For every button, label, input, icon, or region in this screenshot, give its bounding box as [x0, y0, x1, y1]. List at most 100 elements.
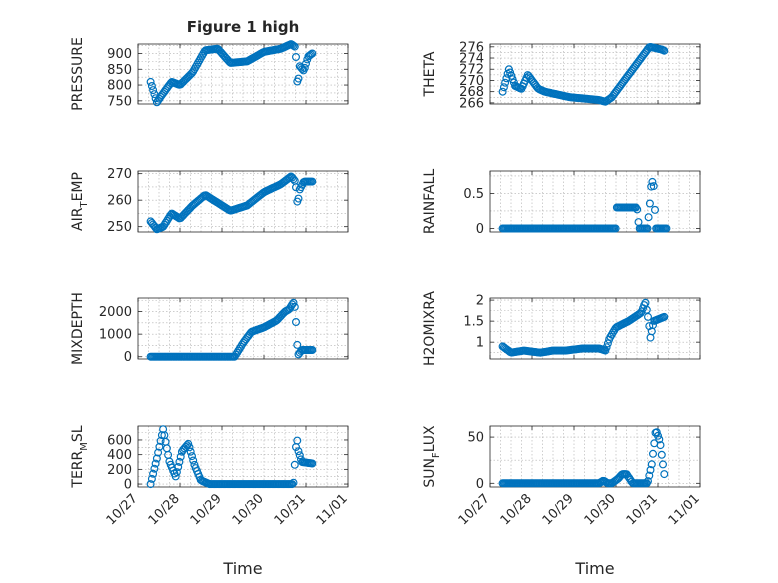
data-point: [498, 87, 507, 96]
subplot-air_temp: 250 260 270 AIRTEMP: [70, 167, 349, 235]
y-axis-label: SUNFLUX: [422, 425, 442, 488]
data-point: [501, 78, 510, 87]
data-point: [633, 205, 642, 214]
y-axis-label: TERRMSL: [70, 425, 90, 488]
data-point: [499, 83, 508, 92]
y-tick-label: 260: [107, 194, 132, 209]
data-point: [658, 460, 667, 469]
y-tick-label: 268: [459, 85, 484, 100]
subplot-rainfall: 0 0.5 RAINFALL: [422, 169, 701, 237]
data-point: [611, 224, 620, 233]
data-point: [648, 449, 657, 458]
y-tick-label: 50: [467, 431, 484, 446]
data-point: [149, 86, 158, 95]
y-tick-label: 600: [107, 433, 132, 448]
y-tick-label: 400: [107, 448, 132, 463]
data-point: [159, 222, 168, 231]
x-tick-label: 10/31: [272, 491, 309, 528]
axes-frame: [137, 297, 349, 360]
x-tick-label: 10/27: [456, 491, 493, 528]
data-point: [660, 46, 669, 55]
data-point: [602, 343, 611, 352]
data-point: [285, 304, 294, 313]
y-axis-label: AIRTEMP: [70, 172, 90, 231]
data-point: [155, 442, 164, 451]
data-point: [646, 333, 655, 342]
y-axis-label: MIXDEPTH: [70, 292, 86, 365]
axes-frame: [489, 425, 701, 488]
data-point: [305, 51, 314, 60]
y-tick-label: 0: [124, 478, 132, 493]
y-tick-label: 0: [124, 350, 132, 365]
data-point: [146, 480, 155, 489]
figure-title: Figure 1 high: [187, 18, 300, 36]
data-point: [662, 224, 671, 233]
data-point: [235, 344, 244, 353]
data-point: [645, 199, 654, 208]
data-point: [186, 447, 195, 456]
data-point: [150, 464, 159, 473]
y-tick-label: 200: [107, 463, 132, 478]
data-point: [290, 42, 299, 51]
y-tick-label: 1000: [99, 328, 132, 343]
x-tick-label: 11/01: [314, 491, 351, 528]
x-tick-label: 11/01: [666, 491, 703, 528]
y-tick-label: 270: [107, 167, 132, 182]
data-point: [295, 451, 304, 460]
data-point: [172, 468, 181, 477]
data-point: [161, 218, 170, 227]
y-tick-label: 2000: [99, 305, 132, 320]
data-point: [292, 52, 301, 61]
data-point: [294, 194, 303, 203]
x-tick-label: 10/29: [188, 491, 225, 528]
data-point: [308, 177, 317, 186]
data-point: [288, 300, 297, 309]
data-point: [185, 443, 194, 452]
data-point: [650, 205, 659, 214]
subplot-h2omixra: 1 1.5 2 H2OMIXRA: [422, 291, 701, 366]
data-point: [656, 441, 665, 450]
y-tick-label: 900: [107, 47, 132, 62]
data-point: [289, 478, 298, 487]
data-point: [655, 435, 664, 444]
axes-frame: [489, 297, 701, 360]
data-point: [151, 94, 160, 103]
data-point: [188, 452, 197, 461]
data-point: [147, 474, 156, 483]
x-tick-label: 10/29: [540, 491, 577, 528]
data-point: [151, 459, 160, 468]
data-point: [157, 431, 166, 440]
y-tick-label: 800: [107, 79, 132, 94]
data-point: [643, 224, 652, 233]
data-point: [660, 470, 669, 479]
data-point: [147, 81, 156, 90]
data-point: [154, 448, 163, 457]
data-point: [146, 77, 155, 86]
data-point: [648, 177, 657, 186]
data-point: [302, 59, 311, 68]
data-point: [308, 346, 317, 355]
x-tick-label: 10/30: [582, 491, 619, 528]
y-tick-label: 276: [459, 40, 484, 55]
data-point: [643, 312, 652, 321]
subplot-mixdepth: 0 1000 2000 MIXDEPTH: [70, 292, 349, 365]
data-point: [293, 436, 302, 445]
y-tick-label: 0.5: [463, 187, 484, 202]
data-point: [647, 460, 656, 469]
y-tick-label: 270: [459, 74, 484, 89]
data-point: [645, 471, 654, 480]
data-point: [643, 477, 652, 486]
axes-frame: [137, 170, 349, 233]
data-point: [631, 203, 640, 212]
data-point: [300, 63, 309, 72]
data-point: [288, 480, 297, 489]
x-tick-label: 10/27: [104, 491, 141, 528]
y-axis-label: H2OMIXRA: [422, 291, 438, 366]
y-tick-label: 250: [107, 220, 132, 235]
data-point: [308, 459, 317, 468]
data-point: [290, 460, 299, 469]
data-point: [174, 463, 183, 472]
data-point: [648, 321, 657, 330]
